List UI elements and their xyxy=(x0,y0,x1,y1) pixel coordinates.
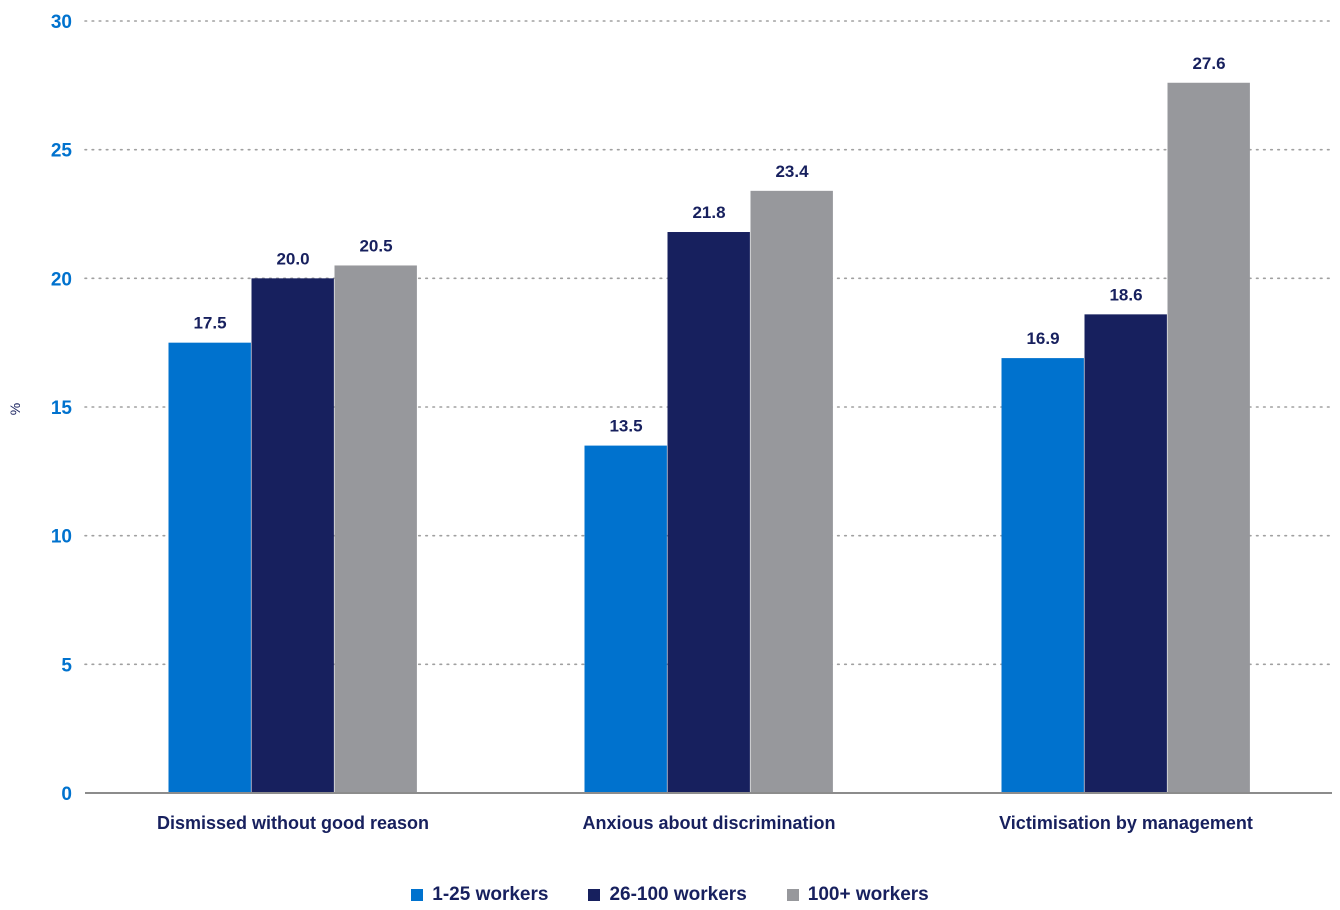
y-tick-label: 10 xyxy=(51,527,72,548)
legend: 1-25 workers 26-100 workers 100+ workers xyxy=(0,884,1340,906)
y-tick-label: 0 xyxy=(61,784,72,805)
bar xyxy=(667,232,750,794)
legend-item: 1-25 workers xyxy=(411,884,548,906)
data-labels: 17.5 20.0 20.5 13.5 21.8 23.4 16.9 18.6 27.6 xyxy=(193,54,1225,436)
data-label: 20.5 xyxy=(359,236,392,255)
bar xyxy=(584,445,667,793)
legend-item: 26-100 workers xyxy=(588,884,747,906)
legend-item: 100+ workers xyxy=(786,884,929,906)
data-label: 17.5 xyxy=(193,314,226,333)
bars xyxy=(168,82,1250,794)
legend-swatch xyxy=(411,889,424,901)
data-label: 27.6 xyxy=(1192,54,1225,73)
data-label: 21.8 xyxy=(692,203,725,222)
legend-swatch xyxy=(786,889,799,901)
bar xyxy=(1167,82,1250,793)
bar xyxy=(168,342,251,793)
bar xyxy=(251,278,334,793)
legend-label: 1-25 workers xyxy=(432,884,549,905)
x-category-label: Victimisation by management xyxy=(999,813,1253,833)
y-axis-label: % xyxy=(7,403,23,415)
bar xyxy=(1001,358,1084,793)
legend-label: 100+ workers xyxy=(807,884,929,905)
x-axis-categories: Dismissed without good reason Anxious abo… xyxy=(157,813,1253,833)
y-tick-label: 25 xyxy=(51,141,73,162)
legend-swatch xyxy=(588,889,601,901)
y-tick-label: 30 xyxy=(51,12,72,33)
data-label: 13.5 xyxy=(609,417,642,436)
data-label: 18.6 xyxy=(1109,285,1142,304)
data-label: 23.4 xyxy=(775,162,809,181)
y-axis-ticks: 0 5 10 15 20 25 30 xyxy=(51,12,73,805)
bar xyxy=(750,190,833,794)
bar xyxy=(334,265,417,793)
data-label: 16.9 xyxy=(1026,329,1059,348)
x-category-label: Dismissed without good reason xyxy=(157,813,429,833)
x-category-label: Anxious about discrimination xyxy=(582,813,835,833)
y-tick-label: 20 xyxy=(51,269,72,290)
data-label: 20.0 xyxy=(276,249,309,268)
legend-label: 26-100 workers xyxy=(609,884,747,905)
y-tick-label: 5 xyxy=(61,655,72,676)
bar xyxy=(1084,314,1167,793)
y-tick-label: 15 xyxy=(51,398,73,419)
